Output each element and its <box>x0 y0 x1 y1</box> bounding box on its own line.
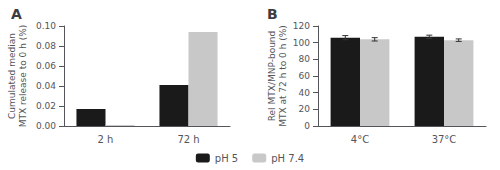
svg-text:60: 60 <box>299 71 311 81</box>
svg-text:Cumulated median: Cumulated median <box>7 33 17 119</box>
svg-text:pH 5: pH 5 <box>215 153 238 164</box>
svg-text:20: 20 <box>299 104 311 114</box>
svg-text:0.10: 0.10 <box>36 21 56 31</box>
svg-text:37°C: 37°C <box>432 134 457 145</box>
svg-text:100: 100 <box>293 38 310 48</box>
svg-text:80: 80 <box>299 54 311 64</box>
svg-text:40: 40 <box>299 88 311 98</box>
svg-text:Rel MTX/MNP-bound: Rel MTX/MNP-bound <box>267 31 277 122</box>
svg-text:0.04: 0.04 <box>36 81 56 91</box>
svg-text:pH 7.4: pH 7.4 <box>271 153 304 164</box>
svg-text:72 h: 72 h <box>177 134 199 145</box>
svg-text:MTX release to 0 h (%): MTX release to 0 h (%) <box>18 25 28 128</box>
svg-text:0.08: 0.08 <box>36 41 56 51</box>
svg-text:B: B <box>267 6 278 22</box>
svg-text:0.02: 0.02 <box>36 101 56 111</box>
svg-text:0: 0 <box>304 121 310 131</box>
svg-text:MTX at 72 h to 0 h (%): MTX at 72 h to 0 h (%) <box>278 25 288 127</box>
svg-text:4°C: 4°C <box>351 134 369 145</box>
svg-text:2 h: 2 h <box>98 134 114 145</box>
svg-text:120: 120 <box>293 21 310 31</box>
svg-text:0.06: 0.06 <box>36 61 56 71</box>
svg-text:0.00: 0.00 <box>36 121 56 131</box>
svg-text:A: A <box>11 6 22 22</box>
